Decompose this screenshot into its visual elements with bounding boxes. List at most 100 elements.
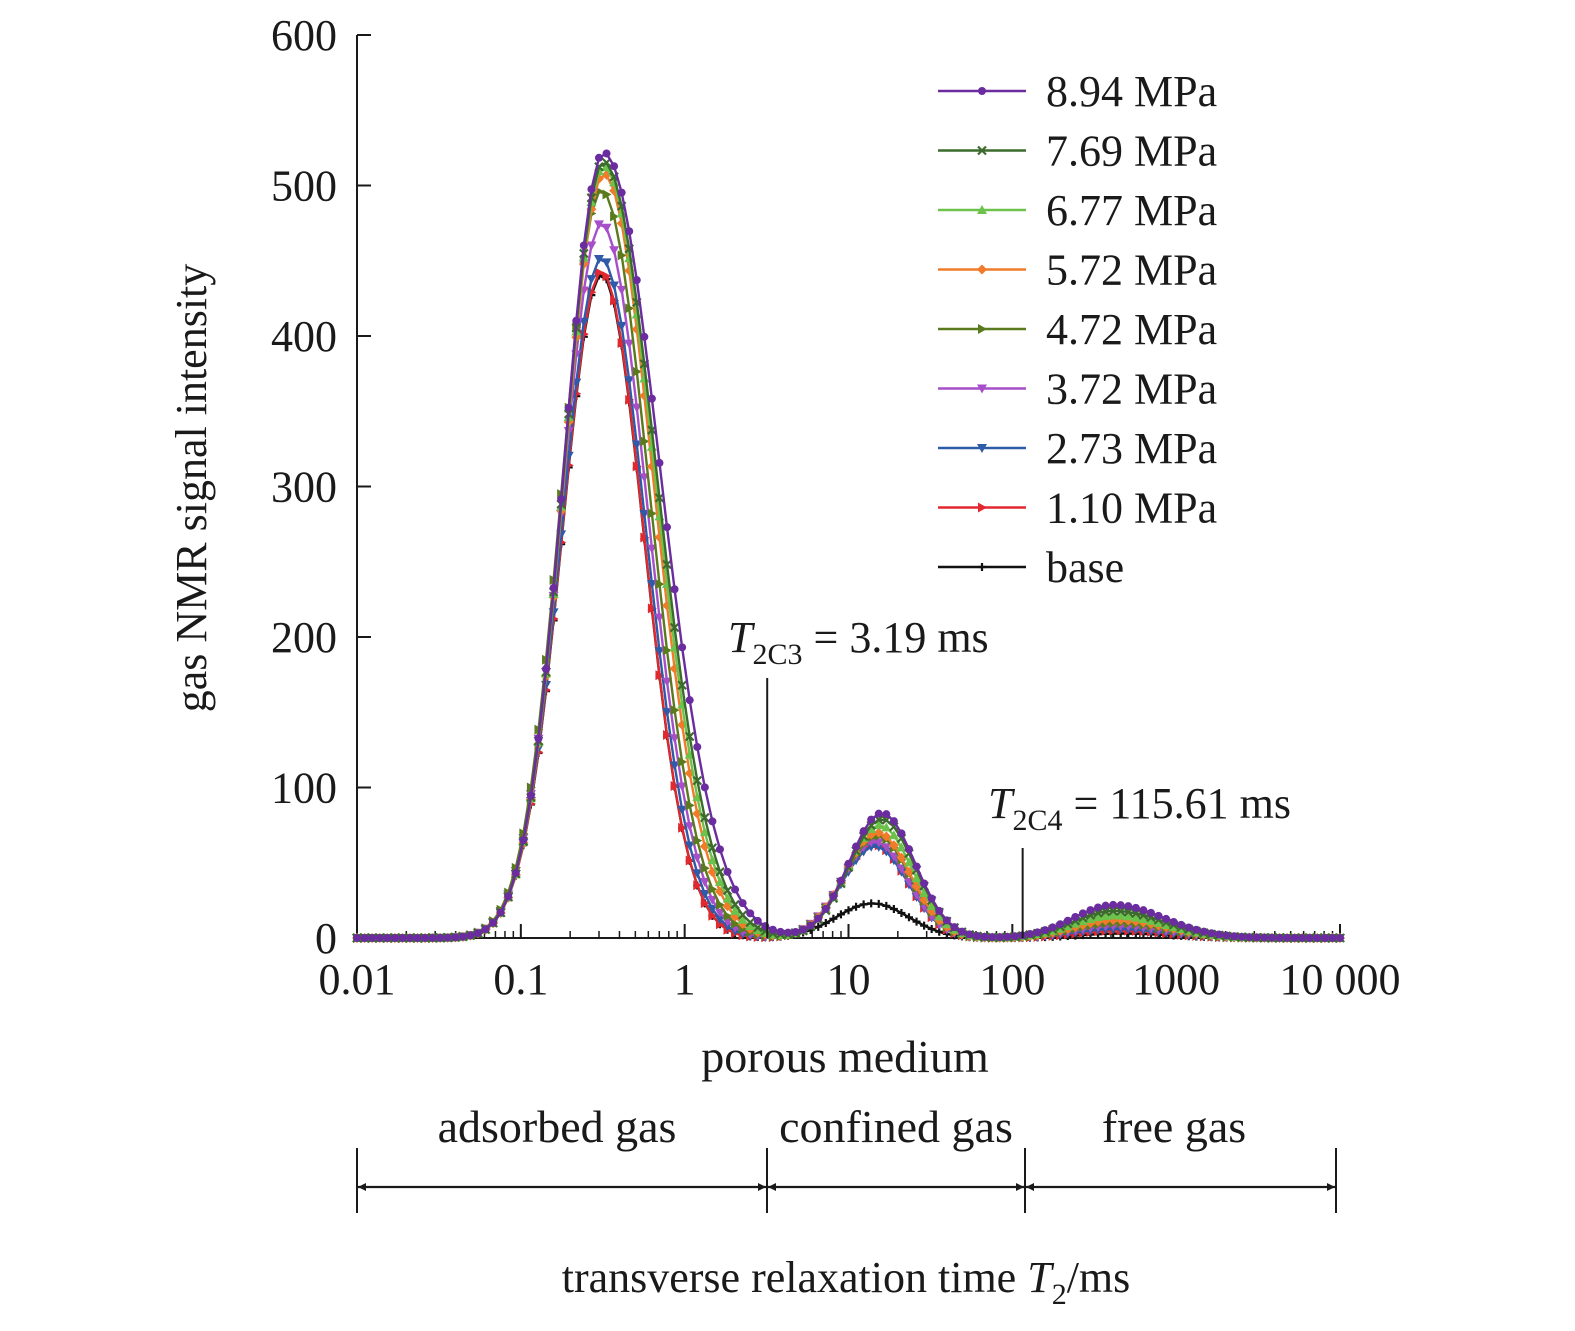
data-point [466,931,475,940]
cutoff-value: = 115.61 ms [1063,779,1292,828]
y-tick-label: 200 [271,613,337,662]
cutoff-label: T2C3 = 3.19 ms [728,613,989,671]
data-point [669,622,680,633]
data-point [632,461,642,472]
y-tick-label: 0 [315,914,337,963]
data-point [602,149,611,158]
cutoff-label: T2C4 = 115.61 ms [988,779,1291,837]
data-point [708,910,718,921]
data-point [896,852,907,863]
data-point [700,898,710,909]
data-point [610,295,620,306]
y-tick-label: 300 [271,463,337,512]
data-point [375,933,384,942]
x-axis-label-unit: /ms [1067,1253,1131,1302]
data-point [1041,926,1050,935]
legend-item: 2.73 MPa [938,424,1217,473]
data-point [821,919,830,928]
data-point [708,884,718,895]
data-point [677,782,688,792]
data-point [640,532,650,543]
legend-item: 6.77 MPa [938,186,1217,235]
data-point [700,812,710,823]
data-point [1328,933,1337,942]
data-point [526,791,535,800]
regions-header: porous medium [701,1031,989,1082]
data-point [935,906,944,915]
data-point [1033,928,1042,937]
region-free-gas: free gas [1026,1101,1335,1191]
data-point [707,895,718,905]
data-point [1146,908,1155,917]
data-point [919,887,930,897]
legend-item: 3.72 MPa [938,365,1217,414]
legend-label: 3.72 MPa [1046,365,1217,414]
data-point [1237,932,1246,941]
data-point [784,928,793,937]
data-point [685,696,694,705]
data-point [1077,916,1088,926]
data-point [920,921,929,930]
data-point [882,810,891,819]
data-point [888,840,899,851]
data-point [867,815,876,824]
data-point [768,925,777,934]
data-point [814,914,823,923]
data-point [889,817,898,826]
data-point [731,885,740,894]
series-4-72-mpa [353,186,1345,943]
data-point [1101,901,1110,910]
data-point [836,876,845,885]
axes: 0 100 200 300 400 500 600 0.01 0.1 1 10 100 1000 10 0… [271,11,1401,1004]
data-point [978,87,986,95]
data-point [1305,933,1314,942]
data-point [844,859,853,868]
data-point [368,934,377,942]
data-point [699,889,710,899]
data-point [662,708,673,718]
data-point [707,855,718,865]
data-point [978,502,987,513]
data-point [1298,933,1307,942]
data-point [889,904,898,913]
data-point [980,932,989,941]
data-point [586,275,597,285]
data-point [1162,914,1171,923]
data-point [873,827,884,838]
data-point [995,933,1004,942]
data-point [1139,906,1148,915]
data-point [602,271,612,282]
data-point [413,933,422,942]
data-point [692,775,703,786]
data-point [950,923,959,932]
data-point [867,899,876,908]
data-point [978,324,987,334]
data-point [677,805,688,815]
data-point [714,915,725,925]
data-point [609,281,620,291]
cutoff-subscript: 2C3 [752,638,802,671]
data-point [586,241,597,251]
data-point [594,153,603,162]
data-point [1230,932,1239,941]
data-point [534,734,543,743]
data-point [977,384,987,394]
data-point [714,877,725,887]
data-point [624,376,635,386]
data-point [873,838,884,848]
data-point [874,809,883,818]
data-point [881,822,892,832]
data-point [973,932,982,941]
data-point [587,185,596,194]
data-point [714,908,725,918]
data-point [1145,915,1156,925]
data-point [1169,917,1178,926]
data-point [436,933,445,942]
data-point [624,339,635,349]
data-point [383,933,392,942]
data-point [1108,906,1118,916]
data-point [722,885,733,896]
data-point [1010,932,1019,941]
data-point [617,337,627,348]
